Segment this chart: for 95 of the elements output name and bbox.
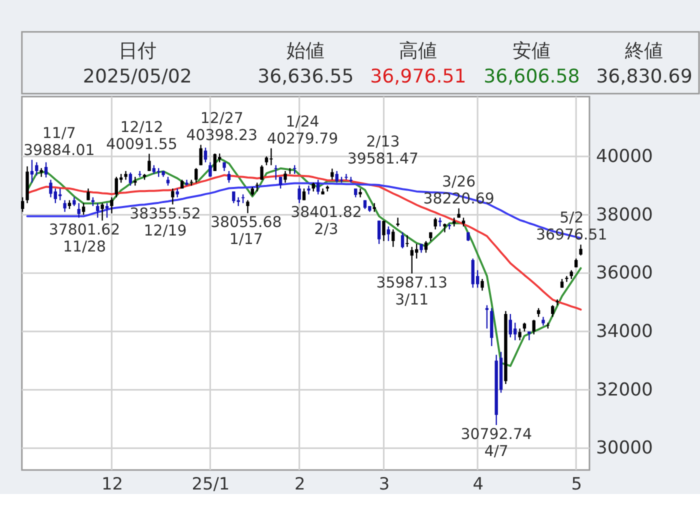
candlestick [208,162,212,178]
candlestick [392,228,395,248]
annotation: 38401.82 [290,203,362,222]
candlestick [406,234,409,248]
annotation: 30792.74 [460,424,532,443]
text: 36,830.69 [596,66,692,88]
candlestick [443,222,446,233]
text: 日付 [118,40,156,62]
text: 36,606.58 [484,66,580,88]
candlestick [44,162,48,178]
y-tick-label: 32000 [596,379,653,400]
annotation: 5/2 [560,208,584,227]
candlestick [274,164,278,180]
annotation: 3/26 [442,172,476,190]
text: 始値 [286,40,325,62]
y-tick-label: 38000 [596,204,653,226]
candlestick [424,240,428,254]
x-tick-label: 3 [378,473,390,494]
candlestick [40,168,43,178]
candlestick [260,164,264,180]
annotation: 38055.68 [210,213,282,232]
candlestick [77,202,80,218]
candlestick [382,220,386,242]
x-tick-label: 25/1 [192,473,230,494]
y-tick-label: 40000 [596,146,653,167]
text: 2025/05/02 [82,66,192,88]
candlestick [246,200,250,214]
candlestick [128,172,132,186]
candlestick [307,185,310,195]
annotation: 40091.55 [106,134,178,153]
candlestick [532,319,536,335]
candlestick [330,168,334,180]
candlestick [551,304,554,318]
text: 36,636.55 [258,66,354,88]
x-tick-label: 4 [472,473,484,494]
candlestick [316,179,320,195]
candlestick [386,226,390,242]
candlestick [96,202,100,218]
candlestick [400,232,404,249]
annotation: 40398.23 [186,126,258,144]
annotation: 12/19 [144,221,187,240]
y-tick-label: 34000 [596,320,653,342]
candlestick [485,304,489,330]
candlestick [110,196,114,214]
candlestick [579,244,582,256]
candlestick [105,202,109,218]
candlestick [63,200,66,212]
candlestick [434,217,437,230]
x-tick-label: 2 [294,473,306,494]
candlestick [100,202,104,222]
text: 高値 [399,40,438,62]
candlestick [35,162,38,176]
annotation: 4/7 [484,442,508,460]
candlestick [30,159,34,184]
candlestick [565,275,568,282]
candlestick [284,170,287,184]
candlestick [480,278,484,292]
x-tick-label: 5 [571,473,582,494]
annotation: 12/12 [120,118,164,136]
candlestick [377,220,381,245]
annotation: 39884.01 [24,140,95,159]
annotation: 1/24 [286,112,320,130]
candlestick [20,196,24,212]
annotation: 37801.62 [48,220,120,239]
candlestick [358,188,362,198]
annotation: 11/7 [42,124,76,142]
candlestick [298,185,301,204]
candlestick [199,144,202,166]
text: 36,976.51 [370,66,466,88]
candlestick [518,328,522,341]
candlestick [194,168,198,184]
y-tick-label: 30000 [596,438,653,459]
annotation: 38355.52 [130,204,201,222]
candlestick [236,196,240,207]
annotation: 1/17 [229,230,263,248]
candlestick [82,202,86,216]
candlestick [227,170,231,184]
x-tick-label: 12 [101,473,123,494]
text: 安値 [512,40,551,62]
candlestick [204,147,208,163]
text: 終値 [624,40,664,62]
candlestick [138,170,142,178]
annotation: 2/3 [314,220,338,238]
candlestick [171,188,174,206]
annotation: 39581.47 [347,150,419,168]
candlestick [148,153,151,172]
candlestick [396,217,400,228]
annotation: 3/11 [395,290,429,308]
annotation: 11/28 [62,237,106,256]
annotation: 12/27 [200,108,244,127]
candlestick [414,243,418,260]
annotation: 40279.79 [266,129,338,148]
y-tick-label: 36000 [596,262,653,284]
annotation: 35987.13 [376,273,448,292]
annotation: 2/13 [366,132,400,151]
